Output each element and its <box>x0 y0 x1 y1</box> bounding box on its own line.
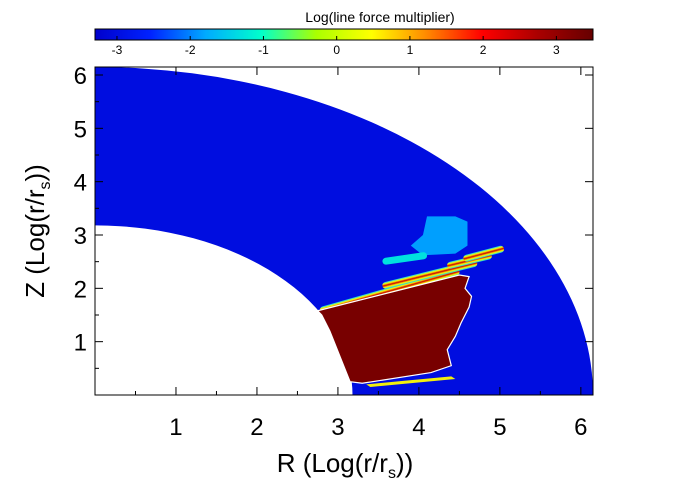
x-axis: 1 2 3 4 5 6 <box>134 67 588 441</box>
patches-layer <box>366 216 468 387</box>
x-tick-label: 4 <box>412 414 425 441</box>
x-tick-label: 2 <box>250 414 263 441</box>
colorbar: Log(line force multiplier) -3 -2 -1 0 1 2 3 <box>94 9 594 57</box>
y-axis-title: Z (Log(r/rs)) <box>20 164 54 298</box>
streak-band <box>463 245 505 262</box>
colorbar-ticks: -3 -2 -1 0 1 2 3 <box>112 36 560 57</box>
y-tick-label: 6 <box>74 63 87 90</box>
colorbar-gradient <box>94 28 594 41</box>
colorbar-tick-label: 3 <box>553 43 560 57</box>
x-tick-label: 6 <box>574 414 587 441</box>
colorbar-tick-label: 0 <box>333 43 340 57</box>
streak <box>382 252 428 265</box>
x-tick-label: 3 <box>331 414 344 441</box>
x-tick-label: 1 <box>169 414 182 441</box>
base-fringe <box>366 376 456 387</box>
plot-area: 1 2 3 4 5 6 1 2 3 4 5 6 <box>74 63 594 441</box>
colorbar-tick-label: -2 <box>185 43 196 57</box>
plot-frame <box>94 66 594 396</box>
cyan-cloud <box>410 216 468 256</box>
x-axis-title: R (Log(r/rs)) <box>277 448 414 482</box>
colorbar-tick-label: 2 <box>480 43 487 57</box>
y-tick-label: 4 <box>74 170 87 197</box>
x-tick-label: 5 <box>493 414 506 441</box>
colorbar-label: Log(line force multiplier) <box>305 9 454 25</box>
y-tick-label: 1 <box>74 330 87 357</box>
streak <box>463 245 505 262</box>
y-tick-label: 3 <box>74 223 87 250</box>
dense-high-multiplier-region <box>316 274 473 384</box>
background-annulus <box>95 67 593 395</box>
colorbar-tick-label: 1 <box>407 43 414 57</box>
y-tick-label: 2 <box>74 276 87 303</box>
colorbar-tick-label: -3 <box>112 43 123 57</box>
streak-band <box>382 252 428 265</box>
y-tick-label: 5 <box>74 116 87 143</box>
y-axis: 1 2 3 4 5 6 <box>74 63 593 369</box>
colorbar-tick-label: -1 <box>258 43 269 57</box>
